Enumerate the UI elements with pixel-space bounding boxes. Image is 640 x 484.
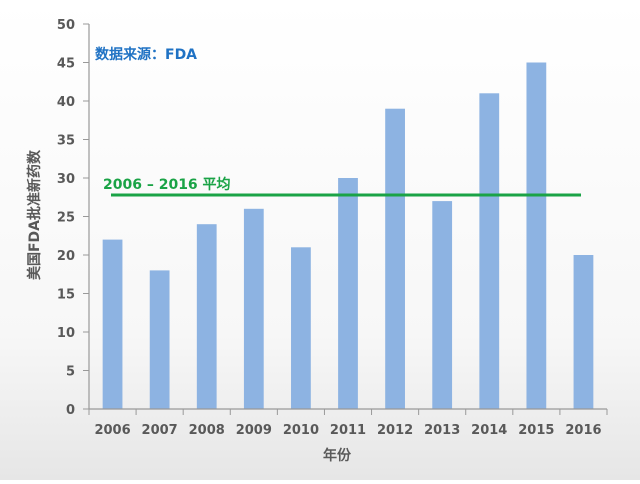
x-tick-label: 2008 — [189, 423, 225, 438]
x-tick-label: 2014 — [471, 423, 507, 438]
y-tick-label: 10 — [57, 326, 75, 341]
x-tick-label: 2009 — [236, 423, 272, 438]
x-tick-label: 2011 — [330, 423, 366, 438]
bar-2006 — [102, 239, 123, 409]
source-annotation: 数据来源：FDA — [95, 46, 197, 63]
bar-2013 — [432, 201, 453, 409]
bar-2012 — [385, 108, 405, 409]
x-tick-label: 2013 — [424, 423, 460, 438]
y-tick-label: 15 — [57, 288, 75, 303]
x-tick-label: 2007 — [142, 423, 178, 438]
bar-2011 — [338, 178, 358, 409]
bars-layer — [102, 62, 594, 410]
bar-2016 — [573, 255, 594, 409]
x-tick-label: 2010 — [283, 423, 319, 438]
x-tick-label: 2015 — [518, 423, 554, 438]
y-tick-label: 25 — [57, 211, 75, 226]
average-label: 2006 – 2016 平均 — [103, 176, 231, 193]
y-tick-label: 30 — [57, 172, 75, 187]
bar-2007 — [149, 270, 170, 409]
x-axis-title: 年份 — [323, 447, 352, 464]
bar-2009 — [243, 208, 264, 409]
y-tick-label: 20 — [57, 249, 75, 264]
x-tick-label: 2012 — [377, 423, 413, 438]
bar-2014 — [479, 93, 500, 410]
ticks-layer: 2006 2007 2008 2009 2010 2011 2012 2013 2014 2015… — [57, 18, 608, 438]
y-tick-label: 45 — [57, 57, 75, 72]
bar-2015 — [526, 62, 547, 409]
y-tick-label: 35 — [57, 134, 75, 149]
y-axis-title: 美国FDA批准新药数 — [26, 149, 43, 280]
y-tick-label: 5 — [66, 365, 75, 380]
bar-2008 — [196, 224, 217, 409]
y-tick-label: 40 — [57, 95, 75, 110]
y-tick-label: 50 — [57, 18, 75, 33]
y-tick-label: 0 — [66, 403, 75, 418]
x-tick-label: 2016 — [565, 423, 601, 438]
x-tick-label: 2006 — [94, 423, 130, 438]
bar-2010 — [291, 247, 311, 409]
